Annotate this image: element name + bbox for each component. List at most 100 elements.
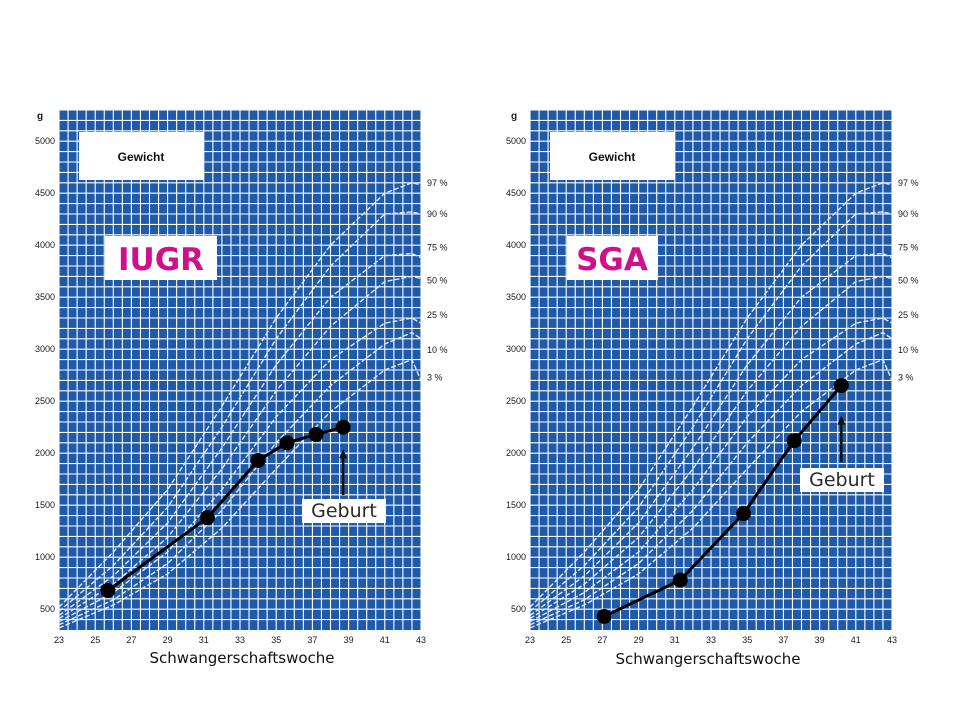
gewicht-label: Gewicht — [118, 150, 165, 164]
percentile-label: 25 % — [898, 310, 919, 320]
percentile-label: 25 % — [427, 310, 448, 320]
x-tick-label: 29 — [163, 635, 173, 645]
percentile-label: 3 % — [427, 372, 443, 382]
title-box — [567, 236, 658, 280]
percentile-curve — [58, 358, 422, 629]
percentile-label: 10 % — [427, 345, 448, 355]
x-tick-label: 43 — [416, 635, 426, 645]
chart-grid — [58, 109, 422, 630]
data-series — [100, 419, 351, 598]
y-tick-label: 5000 — [35, 136, 55, 146]
y-tick-label: 3000 — [35, 344, 55, 354]
percentile-curve — [529, 182, 893, 608]
y-tick-labels: 500 1000 1500 2000 2500 3000 3500 4000 4… — [35, 136, 55, 614]
percentile-curve — [58, 275, 422, 620]
percentile-label: 97 % — [898, 178, 919, 188]
x-tick-label: 37 — [307, 635, 317, 645]
percentile-curve — [58, 331, 422, 626]
y-tick-label: 4000 — [35, 240, 55, 250]
data-series — [596, 378, 849, 624]
x-tick-label: 31 — [199, 635, 209, 645]
y-tick-label: 1500 — [506, 500, 526, 510]
x-tick-label: 37 — [778, 635, 788, 645]
x-tick-label: 35 — [271, 635, 281, 645]
x-tick-labels: 23 25 27 29 31 33 35 37 39 41 43 — [525, 635, 897, 645]
geburt-annotation: Geburt — [302, 449, 386, 523]
percentile-curve — [529, 358, 893, 629]
data-point — [308, 426, 324, 442]
sga-growth-chart: g Gewicht SGA 500 1000 1500 2000 2500 30… — [506, 109, 919, 668]
percentile-labels: 97 % 90 % 75 % 50 % 25 % 10 % 3 % — [898, 178, 919, 382]
y-tick-label: 1000 — [35, 552, 55, 562]
x-tick-label: 41 — [851, 635, 861, 645]
percentile-curve — [529, 331, 893, 626]
x-tick-label: 29 — [634, 635, 644, 645]
geburt-label: Geburt — [311, 500, 377, 522]
percentile-curve — [529, 211, 893, 612]
y-tick-label: 500 — [511, 604, 526, 614]
percentile-curve — [529, 275, 893, 620]
y-tick-label: 2500 — [506, 396, 526, 406]
percentile-label: 3 % — [898, 372, 914, 382]
percentile-label: 90 % — [898, 209, 919, 219]
percentile-curve — [58, 211, 422, 612]
iugr-growth-chart: g Gewicht IUGR 500 1000 1500 2000 2500 3… — [35, 109, 448, 667]
geburt-label: Geburt — [809, 469, 875, 491]
data-point — [250, 452, 266, 468]
percentile-label: 75 % — [898, 242, 919, 252]
geburt-arrowhead — [339, 449, 348, 459]
data-point — [672, 572, 688, 588]
y-tick-label: 3000 — [506, 344, 526, 354]
percentile-curves — [58, 182, 422, 629]
y-tick-label: 1500 — [35, 500, 55, 510]
percentile-curve — [529, 317, 893, 623]
percentile-label: 97 % — [427, 178, 448, 188]
geburt-annotation: Geburt — [800, 415, 884, 492]
y-tick-label: 2500 — [35, 396, 55, 406]
percentile-curve — [529, 252, 893, 617]
percentile-label: 50 % — [427, 276, 448, 286]
percentile-labels: 97 % 90 % 75 % 50 % 25 % 10 % 3 % — [427, 178, 448, 382]
y-tick-label: 1000 — [506, 552, 526, 562]
geburt-arrowhead — [837, 415, 846, 425]
y-tick-labels: 500 1000 1500 2000 2500 3000 3500 4000 4… — [506, 136, 526, 614]
y-tick-label: 4500 — [35, 188, 55, 198]
y-tick-label: 4500 — [506, 188, 526, 198]
y-tick-label: 500 — [40, 604, 55, 614]
y-tick-label: 2000 — [506, 448, 526, 458]
x-tick-label: 33 — [706, 635, 716, 645]
x-tick-label: 25 — [561, 635, 571, 645]
y-unit-label: g — [511, 111, 517, 122]
percentile-label: 10 % — [898, 345, 919, 355]
gewicht-box — [79, 132, 204, 180]
percentile-curve — [58, 252, 422, 617]
x-tick-label: 35 — [742, 635, 752, 645]
percentile-curve — [58, 317, 422, 623]
x-tick-label: 27 — [597, 635, 607, 645]
x-tick-label: 41 — [380, 635, 390, 645]
geburt-label-background — [800, 468, 884, 492]
x-tick-label: 39 — [815, 635, 825, 645]
y-unit-label: g — [37, 111, 43, 122]
percentile-label: 50 % — [898, 276, 919, 286]
data-point — [199, 510, 215, 526]
title-box — [105, 236, 217, 280]
x-axis-label: Schwangerschaftswoche — [615, 650, 800, 668]
data-point — [335, 419, 351, 435]
y-tick-label: 2000 — [35, 448, 55, 458]
y-tick-label: 3500 — [35, 292, 55, 302]
chart-title-iugr: IUGR — [118, 242, 204, 278]
x-tick-label: 25 — [90, 635, 100, 645]
x-tick-label: 39 — [344, 635, 354, 645]
data-point — [596, 608, 612, 624]
x-tick-label: 43 — [887, 635, 897, 645]
x-tick-label: 27 — [126, 635, 136, 645]
x-tick-label: 23 — [525, 635, 535, 645]
y-tick-label: 5000 — [506, 136, 526, 146]
data-point — [786, 433, 802, 449]
gewicht-label: Gewicht — [589, 150, 636, 164]
x-tick-label: 23 — [54, 635, 64, 645]
y-tick-label: 4000 — [506, 240, 526, 250]
data-point — [833, 378, 849, 394]
